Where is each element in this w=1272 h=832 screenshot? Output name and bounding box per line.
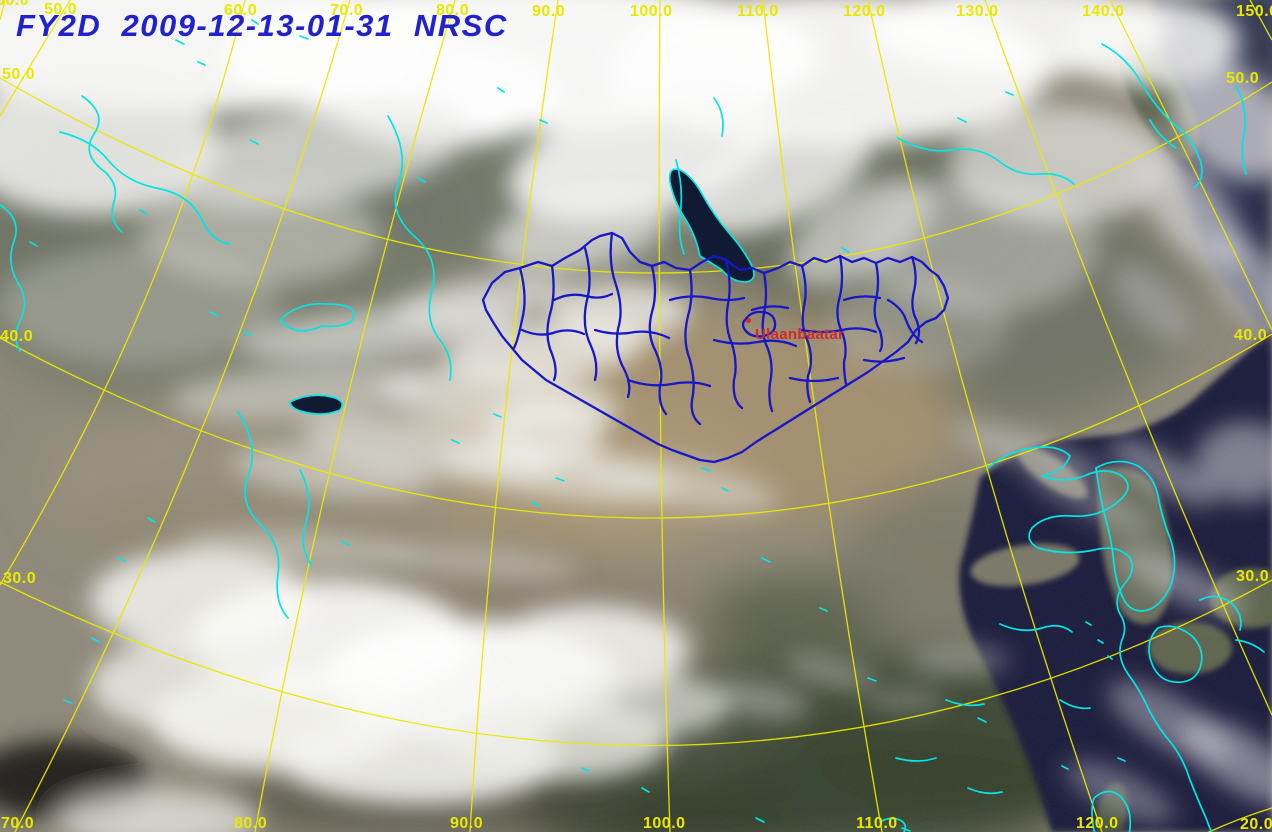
- graticule-label-top: 100.0: [630, 3, 673, 20]
- parallel-30n: [0, 579, 1272, 747]
- graticule-label-top: 150.0: [1236, 3, 1272, 20]
- baikal-rivers: [675, 97, 724, 255]
- graticule-label-bottom: 100.0: [643, 815, 686, 832]
- graticule-label-top: 110.0: [737, 3, 779, 20]
- meridian-150e: [1249, 0, 1272, 41]
- meridian-stub-a: [0, 0, 6, 21]
- graticule-label-top: 130.0: [956, 3, 999, 20]
- graticule-label-right: 50.0: [1226, 70, 1260, 87]
- meridian-100e: [658, 0, 671, 832]
- graticule-label-bottom: 120.0: [1076, 815, 1119, 832]
- graticule-label-top: 140.0: [1082, 3, 1125, 20]
- graticule-label-top: 120.0: [843, 3, 886, 20]
- graticule-label-bottom: 80.0: [234, 815, 268, 832]
- graticule-label-top: 50.0: [44, 1, 78, 18]
- korea-coast: [1095, 460, 1176, 612]
- graticule-label-right: 40.0: [1234, 327, 1268, 344]
- graticule-label-left: 50.0: [2, 66, 36, 83]
- taiwan-coast: [1091, 790, 1132, 832]
- lake-issyk-kul: [289, 394, 344, 415]
- meridian-60e: [0, 0, 246, 586]
- meridian-80e: [254, 0, 456, 832]
- graticule-label-left: 30.0: [3, 570, 37, 587]
- graticule-label-top: 60.0: [0, 0, 30, 9]
- kyushu-coast: [1148, 625, 1203, 684]
- graticule-label-top: 60.0: [224, 2, 258, 19]
- mongolia-outline: [481, 231, 950, 464]
- mongolia-borders: [481, 231, 950, 464]
- graticule-label-bottom: 90.0: [450, 815, 484, 832]
- parallel-20n: [1207, 807, 1272, 832]
- graticule-label-right: 20.0: [1240, 816, 1272, 832]
- graticule-label-bottom: 70.0: [1, 815, 35, 832]
- lake-baikal: [668, 168, 755, 283]
- graticule-label-top: 90.0: [532, 3, 566, 20]
- meridian-70e: [14, 0, 351, 832]
- meridian-130e: [984, 0, 1272, 716]
- ulaanbaatar-boundary: [741, 310, 777, 338]
- graticule-label-right: 30.0: [1236, 568, 1270, 585]
- graticule-label-top: 70.0: [330, 2, 364, 19]
- page-title: FY2D 2009-12-13-01-31 NRSC: [16, 8, 508, 43]
- parallel-40n: [0, 333, 1272, 519]
- graticule-label-top: 80.0: [436, 2, 470, 19]
- meridian-stub-b: [0, 0, 71, 117]
- china-coast: [987, 446, 1213, 832]
- graticule-label-bottom: 110.0: [856, 815, 898, 832]
- city-label: Ulaanbaatar: [755, 326, 845, 343]
- meridian-120e: [867, 0, 1103, 832]
- city-marker-dot: [746, 318, 751, 323]
- meridian-140e: [1109, 0, 1272, 331]
- lake-balkhash: [279, 302, 355, 332]
- small-water-marks: [29, 19, 1126, 832]
- meridian-110e: [762, 0, 883, 832]
- honshu-coast: [1101, 43, 1203, 189]
- sakhalin-coast: [1235, 85, 1247, 175]
- graticule-label-left: 40.0: [0, 328, 34, 345]
- coastline-layer: [0, 19, 1265, 832]
